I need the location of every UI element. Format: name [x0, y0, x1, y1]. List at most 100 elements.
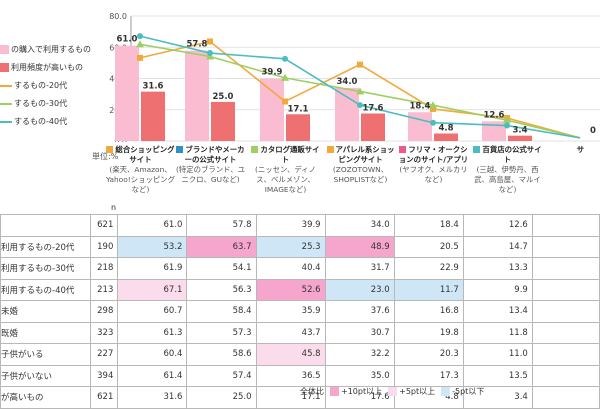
table-cell: 32.2	[324, 343, 395, 366]
series-marker	[137, 54, 143, 61]
table-cell: 58.4	[186, 300, 257, 323]
sample-size: 190	[89, 235, 119, 258]
series-marker	[504, 122, 510, 129]
table-cell: 25.0	[186, 386, 257, 409]
series-marker	[357, 102, 363, 109]
data-label: 34.0	[337, 77, 358, 87]
category-header: ブランドやメーカーの公式サイト (特定のブランド、ユニクロ、GUなど)	[174, 145, 247, 185]
sample-size: 621	[89, 214, 119, 237]
highlight-legend-label: -5pt以下	[452, 387, 485, 396]
category-header: フリマ・オークションのサイト/アプリ (ヤフオク、メルカリなど)	[397, 145, 470, 185]
table-cell: 34.0	[324, 214, 395, 237]
table-cell: 35.0	[324, 364, 395, 387]
category-header: サ	[544, 145, 600, 155]
data-label: 17.1	[288, 104, 309, 114]
table-cell: 40.4	[255, 257, 326, 280]
sample-size: 394	[89, 364, 119, 387]
series-marker	[207, 38, 213, 45]
table-cell: 31.6	[117, 386, 188, 409]
data-label: 4.8	[438, 124, 453, 134]
bar-frequent	[508, 135, 532, 141]
table-cell: 31.7	[324, 257, 395, 280]
bar-frequent	[434, 133, 458, 141]
category-header: アパレル系ショッピングサイト (ZOZOTOWN、SHOPLISTなど)	[324, 145, 397, 185]
series-marker	[430, 119, 436, 126]
table-cell: 20.5	[393, 235, 464, 258]
table-cell: 63.7	[186, 235, 257, 258]
bar-use	[260, 78, 284, 141]
table-cell: 22.9	[393, 257, 464, 280]
table-cell: 57.4	[186, 364, 257, 387]
highlight-legend: 全体比 +10pt以上 +5pt以上 -5pt以下	[300, 386, 490, 397]
legend-label: 利用頻度が高いもの	[11, 63, 83, 72]
table-cell: 52.6	[255, 278, 326, 301]
table-cell: 39.9	[255, 214, 326, 237]
bar-frequent	[361, 113, 385, 141]
legend-swatch	[0, 45, 9, 54]
table-cell: 30.7	[324, 321, 395, 344]
table-cell	[531, 364, 600, 387]
legend-item: の購入で利用するもの	[0, 44, 91, 55]
table-cell: 16.8	[393, 300, 464, 323]
table-cell: 61.3	[117, 321, 188, 344]
table-cell: 61.0	[117, 214, 188, 237]
legend-label: するもの-20代	[14, 81, 68, 90]
legend-swatch	[0, 120, 12, 123]
table-cell: 48.9	[324, 235, 395, 258]
category-subtitle: (ヤフオク、メルカリなど)	[399, 165, 468, 184]
legend-swatch	[0, 84, 12, 87]
data-label: 25.0	[213, 92, 234, 102]
category-title: アパレル系ショッピングサイト	[335, 145, 395, 164]
category-title: 百貨店の公式サイト	[482, 145, 542, 164]
table-cell: 67.1	[117, 278, 188, 301]
table-cell: 13.3	[462, 257, 533, 280]
table-cell: 9.9	[462, 278, 533, 301]
legend-item: するもの-30代	[0, 98, 67, 109]
table-row: 621 61.0 57.8 39.9 34.0 18.4 12.6	[0, 214, 600, 237]
category-title: 総合ショッピングサイト	[115, 145, 175, 164]
table-cell: 11.0	[462, 343, 533, 366]
data-label: 57.8	[187, 40, 208, 50]
table-cell: 56.3	[186, 278, 257, 301]
bar-frequent	[141, 91, 165, 141]
table-cell: 20.3	[393, 343, 464, 366]
series-marker	[282, 55, 288, 62]
data-label: 31.6	[143, 82, 164, 92]
series-marker	[357, 61, 363, 68]
square-icon	[326, 146, 334, 153]
highlight-swatch	[441, 387, 451, 396]
table-cell: 36.5	[255, 364, 326, 387]
table-row: 子供がいない 394 61.4 57.4 36.5 35.0 17.3 13.5	[0, 364, 600, 387]
table-cell: 57.3	[186, 321, 257, 344]
row-label: が高いもの	[0, 386, 91, 409]
row-label: 未婚	[0, 300, 91, 323]
table-cell: 57.8	[186, 214, 257, 237]
table-cell: 45.8	[255, 343, 326, 366]
category-title: フリマ・オークションのサイト/アプリ	[398, 145, 469, 164]
series-marker	[430, 105, 436, 112]
sample-size: 323	[89, 321, 119, 344]
table-cell: 43.7	[255, 321, 326, 344]
series-marker	[429, 101, 437, 109]
highlight-legend-label: 全体比	[300, 387, 324, 396]
sample-size: 218	[89, 257, 119, 280]
table-row: 未婚 298 60.7 58.4 35.9 37.6 16.8 13.4	[0, 300, 600, 323]
category-header: 百貨店の公式サイト (三越、伊勢丹、西武、高島屋、マルイなど)	[471, 145, 544, 195]
table-cell: 18.4	[393, 214, 464, 237]
data-label: 12.6	[484, 110, 505, 120]
highlight-swatch	[388, 387, 398, 396]
bar-frequent	[286, 114, 310, 141]
row-label: 既婚	[0, 321, 91, 344]
table-cell: 23.0	[324, 278, 395, 301]
square-icon	[473, 146, 481, 153]
table-cell: 12.6	[462, 214, 533, 237]
square-icon	[251, 146, 259, 153]
row-label: 利用するもの-20代	[0, 235, 91, 258]
table-cell: 19.8	[393, 321, 464, 344]
series-marker	[281, 73, 289, 81]
row-label	[0, 214, 91, 237]
legend-swatch	[0, 63, 9, 72]
category-header: 総合ショッピングサイト (楽天、Amazon、Yahoo!ショッピングなど)	[104, 145, 177, 195]
row-label: 子供がいる	[0, 343, 91, 366]
category-subtitle: (三越、伊勢丹、西武、高島屋、マルイなど)	[474, 165, 541, 194]
